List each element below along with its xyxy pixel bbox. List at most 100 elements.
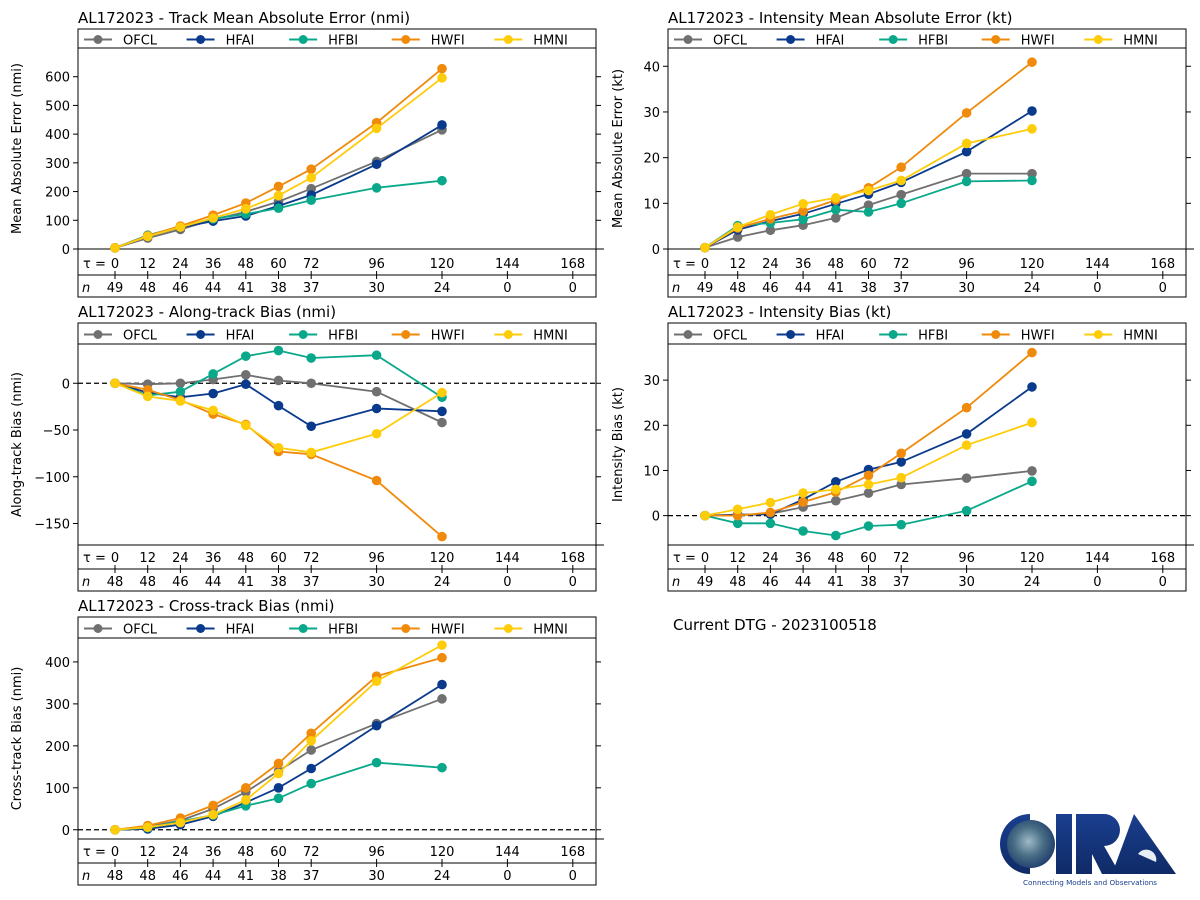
data-point: [961, 402, 972, 413]
legend-marker: [401, 624, 411, 633]
data-point: [306, 353, 317, 363]
data-point: [700, 242, 710, 253]
data-point: [961, 440, 972, 450]
data-point: [798, 488, 808, 498]
legend-label: HFAI: [226, 34, 255, 49]
cira-logo: Connecting Models and Observations: [1000, 814, 1176, 887]
data-point: [273, 442, 284, 453]
legend-label: OFCL: [713, 34, 748, 49]
data-point: [273, 783, 284, 793]
data-point: [1027, 466, 1037, 476]
tau-tick-label: 36: [795, 257, 812, 272]
data-point: [306, 728, 317, 739]
chart-title: AL172023 - Intensity Mean Absolute Error…: [668, 9, 1012, 27]
data-point: [306, 778, 317, 789]
sample-count-label: 38: [270, 869, 287, 884]
series-hmni: [700, 417, 1037, 521]
legend-item-hmni: HMNI: [494, 34, 568, 49]
data-point: [863, 521, 874, 531]
legend-label: HWFI: [431, 623, 465, 638]
y-axis-label: Along-track Bias (nmi): [10, 372, 25, 517]
data-point: [863, 488, 874, 498]
legend-marker: [196, 624, 206, 633]
tau-tick-label: 144: [495, 551, 520, 566]
sample-count-label: 48: [107, 575, 124, 590]
sample-count-label: 37: [303, 869, 320, 884]
data-point: [831, 530, 841, 541]
data-point: [208, 213, 218, 223]
data-point: [371, 676, 382, 687]
data-point: [208, 800, 218, 811]
data-point: [437, 63, 447, 74]
tau-tick-label: 120: [430, 257, 455, 272]
sample-count-label: 24: [434, 869, 451, 884]
y-tick-label: −100: [34, 471, 70, 486]
tau-tick-label: 120: [1020, 551, 1045, 566]
sample-count-label: 0: [503, 869, 511, 884]
legend-marker: [786, 35, 796, 44]
data-point: [896, 175, 906, 186]
tau-tick-label: 120: [430, 551, 455, 566]
sample-count-label: 44: [795, 575, 812, 590]
y-tick-label: 20: [643, 419, 660, 434]
y-tick-label: 100: [45, 782, 70, 797]
data-point: [961, 138, 972, 149]
series-ofcl: [110, 370, 447, 428]
series-hfai: [700, 382, 1037, 521]
legend-label: HMNI: [1123, 329, 1158, 344]
logo-letter-a: [1112, 814, 1176, 874]
data-point: [371, 428, 382, 439]
data-point: [1027, 417, 1037, 428]
data-point: [1027, 168, 1037, 179]
data-point: [1027, 476, 1037, 487]
series-hmni: [700, 124, 1037, 253]
tau-tick-label: 120: [430, 845, 455, 860]
data-point: [273, 400, 284, 411]
data-point: [437, 640, 447, 650]
sample-count-label: 37: [303, 281, 320, 296]
data-point: [961, 168, 972, 179]
data-point: [142, 231, 153, 242]
n-row-label: n: [672, 281, 680, 296]
tau-tick-label: 48: [238, 551, 255, 566]
legend-marker: [786, 330, 796, 339]
y-tick-label: 300: [45, 698, 70, 713]
tau-tick-label: 12: [729, 551, 746, 566]
tau-tick-label: 72: [303, 257, 320, 272]
data-point: [863, 207, 874, 217]
y-tick-label: −150: [34, 517, 70, 532]
sample-count-label: 0: [503, 281, 511, 296]
y-tick-label: 20: [643, 152, 660, 167]
legend-marker: [196, 330, 206, 339]
data-point: [732, 518, 743, 529]
sample-count-label: 48: [729, 281, 746, 296]
tau-tick-label: 72: [303, 551, 320, 566]
data-point: [863, 185, 874, 196]
data-point: [371, 757, 382, 768]
y-tick-label: 0: [652, 510, 660, 525]
y-tick-label: 0: [62, 377, 70, 392]
tau-tick-label: 36: [795, 551, 812, 566]
data-point: [273, 793, 284, 804]
tau-tick-label: 0: [701, 257, 709, 272]
series-hfai: [110, 679, 447, 835]
sample-count-label: 38: [270, 575, 287, 590]
data-point: [175, 222, 186, 232]
logo-letter-c: [1000, 814, 1030, 874]
sample-count-label: 0: [1093, 575, 1101, 590]
legend-item-hfbi: HFBI: [289, 623, 358, 638]
series-line: [114, 68, 443, 249]
data-point: [896, 479, 906, 490]
sample-count-label: 0: [569, 281, 577, 296]
legend-item-hfbi: HFBI: [289, 34, 358, 49]
data-point: [798, 526, 808, 536]
data-point: [961, 473, 972, 483]
tau-tick-label: 96: [368, 845, 385, 860]
legend-label: HWFI: [1021, 329, 1055, 344]
y-tick-label: 200: [45, 740, 70, 755]
chart-title: AL172023 - Cross-track Bias (nmi): [78, 597, 335, 615]
series-line: [704, 61, 1033, 249]
tau-tick-label: 0: [111, 257, 119, 272]
series-line: [114, 77, 443, 249]
data-point: [306, 736, 317, 746]
